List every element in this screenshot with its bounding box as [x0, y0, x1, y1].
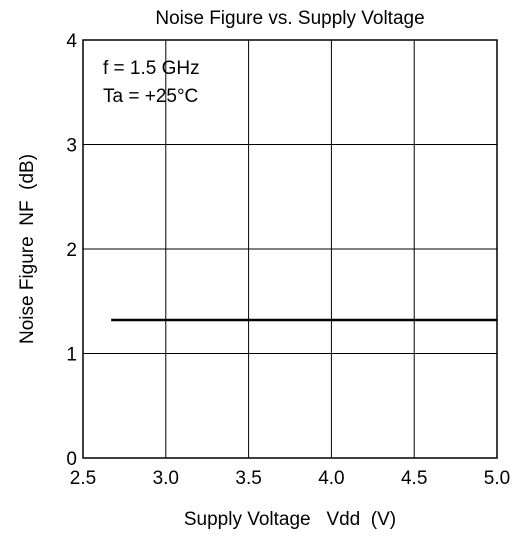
- annotation: Ta = +25°C: [103, 86, 198, 107]
- x-tick-label: 4.0: [318, 468, 344, 489]
- x-tick-label: 4.5: [401, 468, 427, 489]
- y-tick-label: 0: [66, 449, 77, 470]
- annotation: f = 1.5 GHz: [103, 58, 200, 79]
- y-tick-label: 3: [66, 136, 77, 157]
- plot-frame: [82, 39, 498, 459]
- y-tick-label: 4: [66, 31, 77, 52]
- y-axis-label: Noise Figure NF (dB): [17, 154, 38, 344]
- x-tick-label: 2.5: [70, 468, 96, 489]
- x-axis-label: Supply Voltage Vdd (V): [184, 509, 396, 530]
- x-tick-label: 3.0: [153, 468, 179, 489]
- x-tick-label: 5.0: [484, 468, 510, 489]
- x-tick-label: 3.5: [235, 468, 261, 489]
- chart-title: Noise Figure vs. Supply Voltage: [155, 8, 424, 29]
- y-tick-label: 1: [66, 345, 77, 366]
- y-tick-label: 2: [66, 240, 77, 261]
